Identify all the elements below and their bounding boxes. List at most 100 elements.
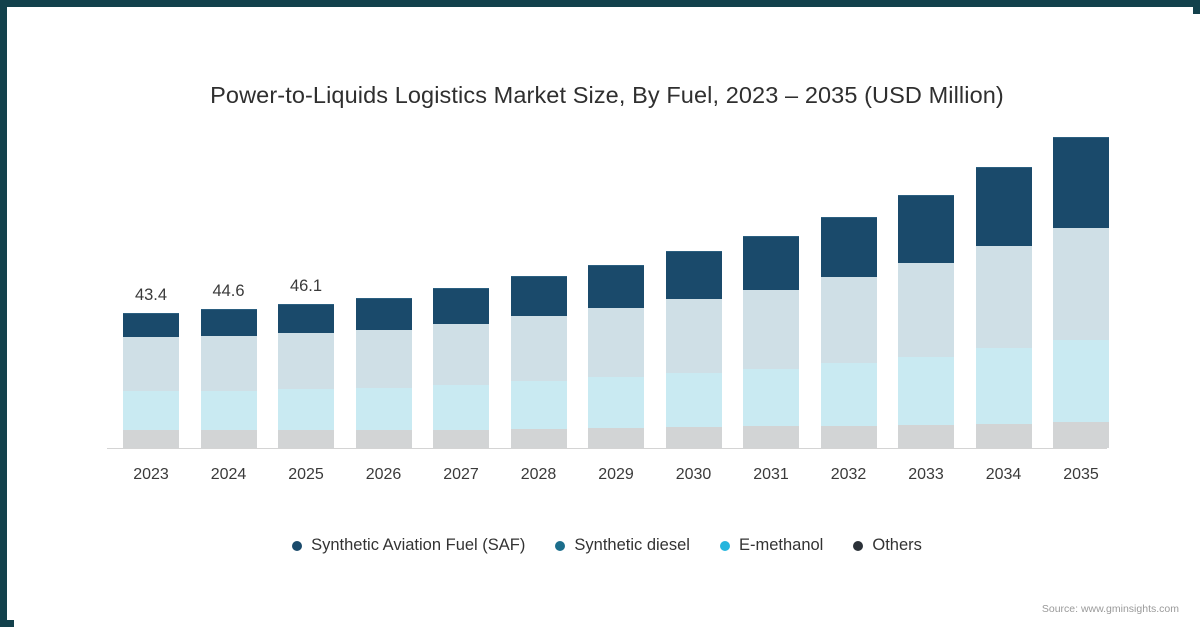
legend-item-others[interactable]: Others	[853, 536, 922, 555]
bar-segment-others	[433, 429, 489, 448]
stacked-bar	[278, 304, 334, 448]
x-axis-tick-2027: 2027	[443, 466, 479, 483]
bar-segment-others	[898, 425, 954, 448]
bar-segment-others	[200, 430, 257, 448]
stacked-bar	[820, 216, 877, 449]
bar-segment-synthetic-aviation-fuel-saf	[743, 235, 799, 290]
bar-segment-synthetic-diesel	[200, 335, 257, 391]
bar-segment-synthetic-aviation-fuel-saf	[898, 194, 954, 264]
bar-segment-synthetic-aviation-fuel-saf	[1053, 137, 1109, 228]
x-axis-tick-2034: 2034	[985, 466, 1022, 483]
x-axis-tick-2026: 2026	[365, 466, 402, 483]
bar-segment-synthetic-aviation-fuel-saf	[123, 312, 179, 338]
bar-segment-others	[743, 426, 799, 448]
source-attribution: Source: www.gminsights.com	[1041, 603, 1179, 615]
bar-segment-others	[1053, 422, 1109, 448]
bar-segment-synthetic-diesel	[665, 298, 722, 374]
x-axis-tick-2024: 2024	[210, 466, 247, 483]
x-axis-tick-2032: 2032	[830, 466, 867, 483]
x-axis-tick-2025: 2025	[288, 466, 324, 483]
bar-segment-synthetic-diesel	[898, 263, 954, 357]
x-axis-line	[107, 448, 1107, 449]
bar-segment-e-methanol	[123, 391, 179, 431]
bar-segment-e-methanol	[200, 390, 257, 431]
stacked-bar	[510, 276, 567, 448]
bar-segment-synthetic-aviation-fuel-saf	[588, 265, 644, 309]
legend-label: Synthetic Aviation Fuel (SAF)	[311, 536, 526, 554]
stacked-bar	[665, 250, 722, 448]
bar-segment-synthetic-diesel	[820, 277, 877, 364]
bar-segment-synthetic-aviation-fuel-saf	[665, 250, 722, 299]
x-axis-tick-2031: 2031	[753, 466, 789, 483]
bar-segment-others	[820, 425, 877, 448]
stacked-bar	[743, 235, 799, 448]
bar-segment-synthetic-diesel	[433, 323, 489, 386]
bar-segment-synthetic-diesel	[510, 315, 567, 382]
stacked-bar	[975, 166, 1032, 448]
bar-segment-e-methanol	[588, 377, 644, 429]
legend-item-synthetic-aviation-fuel-saf[interactable]: Synthetic Aviation Fuel (SAF)	[292, 536, 525, 555]
x-axis-tick-2029: 2029	[598, 466, 634, 483]
chart-title: Power-to-Liquids Logistics Market Size, …	[210, 82, 1004, 108]
legend-label: Synthetic diesel	[574, 536, 690, 554]
x-axis-tick-2030: 2030	[675, 466, 712, 483]
legend-item-synthetic-diesel[interactable]: Synthetic diesel	[555, 536, 690, 555]
bar-segment-e-methanol	[355, 388, 412, 431]
chart-legend: Synthetic Aviation Fuel (SAF) Synthetic d…	[14, 536, 1200, 555]
bar-segment-synthetic-aviation-fuel-saf	[975, 166, 1032, 246]
stacked-bar	[433, 288, 489, 448]
bar-value-label: 46.1	[289, 277, 323, 296]
x-axis-tick-2023: 2023	[133, 466, 169, 483]
bar-segment-e-methanol	[975, 348, 1032, 424]
bar-segment-synthetic-aviation-fuel-saf	[820, 216, 877, 278]
bar-segment-synthetic-diesel	[588, 308, 644, 378]
stacked-bar	[1053, 137, 1109, 448]
legend-dot-icon	[292, 540, 303, 551]
bar-segment-e-methanol	[1053, 340, 1109, 423]
bar-segment-synthetic-diesel	[743, 289, 799, 369]
bar-segment-others	[123, 430, 179, 448]
legend-dot-icon	[853, 540, 864, 551]
bar-segment-others	[355, 430, 412, 448]
stacked-bar	[200, 308, 257, 448]
bar-segment-synthetic-diesel	[1053, 227, 1109, 341]
bar-segment-others	[588, 428, 644, 448]
bar-segment-synthetic-aviation-fuel-saf	[355, 298, 412, 331]
legend-label: Others	[872, 536, 922, 554]
bar-segment-synthetic-diesel	[355, 330, 412, 389]
stacked-bar	[123, 312, 179, 448]
bar-segment-e-methanol	[898, 356, 954, 426]
x-axis-tick-2028: 2028	[520, 466, 557, 483]
bar-segment-synthetic-diesel	[123, 337, 179, 392]
bar-segment-synthetic-aviation-fuel-saf	[200, 308, 257, 336]
x-axis-tick-2035: 2035	[1063, 466, 1099, 483]
bar-segment-e-methanol	[433, 385, 489, 430]
bar-segment-synthetic-diesel	[278, 332, 334, 390]
stacked-bar	[588, 265, 644, 448]
bar-segment-others	[975, 423, 1032, 448]
bar-value-label: 44.6	[212, 281, 245, 300]
bar-value-label: 43.4	[134, 285, 168, 304]
x-axis-tick-2033: 2033	[908, 466, 944, 483]
bar-segment-e-methanol	[743, 368, 799, 427]
bar-segment-others	[665, 427, 722, 448]
legend-dot-icon	[555, 540, 566, 551]
stacked-bar	[355, 298, 412, 448]
bar-segment-e-methanol	[820, 363, 877, 426]
legend-dot-icon	[719, 540, 730, 551]
bar-segment-e-methanol	[278, 389, 334, 431]
bar-segment-e-methanol	[665, 373, 722, 428]
bar-segment-synthetic-aviation-fuel-saf	[510, 276, 567, 316]
bar-segment-synthetic-aviation-fuel-saf	[278, 304, 334, 333]
bar-segment-e-methanol	[510, 381, 567, 429]
stacked-bar	[898, 194, 954, 448]
bar-segment-synthetic-aviation-fuel-saf	[433, 288, 489, 324]
plot-area: 43.4 2023 44.6 2024 46.1 2025 2026 2027 2028 2029…	[14, 14, 1200, 627]
legend-label: E-methanol	[738, 536, 824, 554]
bar-segment-others	[278, 430, 334, 448]
bar-segment-others	[510, 428, 567, 448]
legend-item-e-methanol[interactable]: E-methanol	[719, 536, 824, 555]
chart-canvas: Power-to-Liquids Logistics Market Size, …	[14, 14, 1200, 627]
bar-segment-synthetic-diesel	[975, 245, 1032, 349]
